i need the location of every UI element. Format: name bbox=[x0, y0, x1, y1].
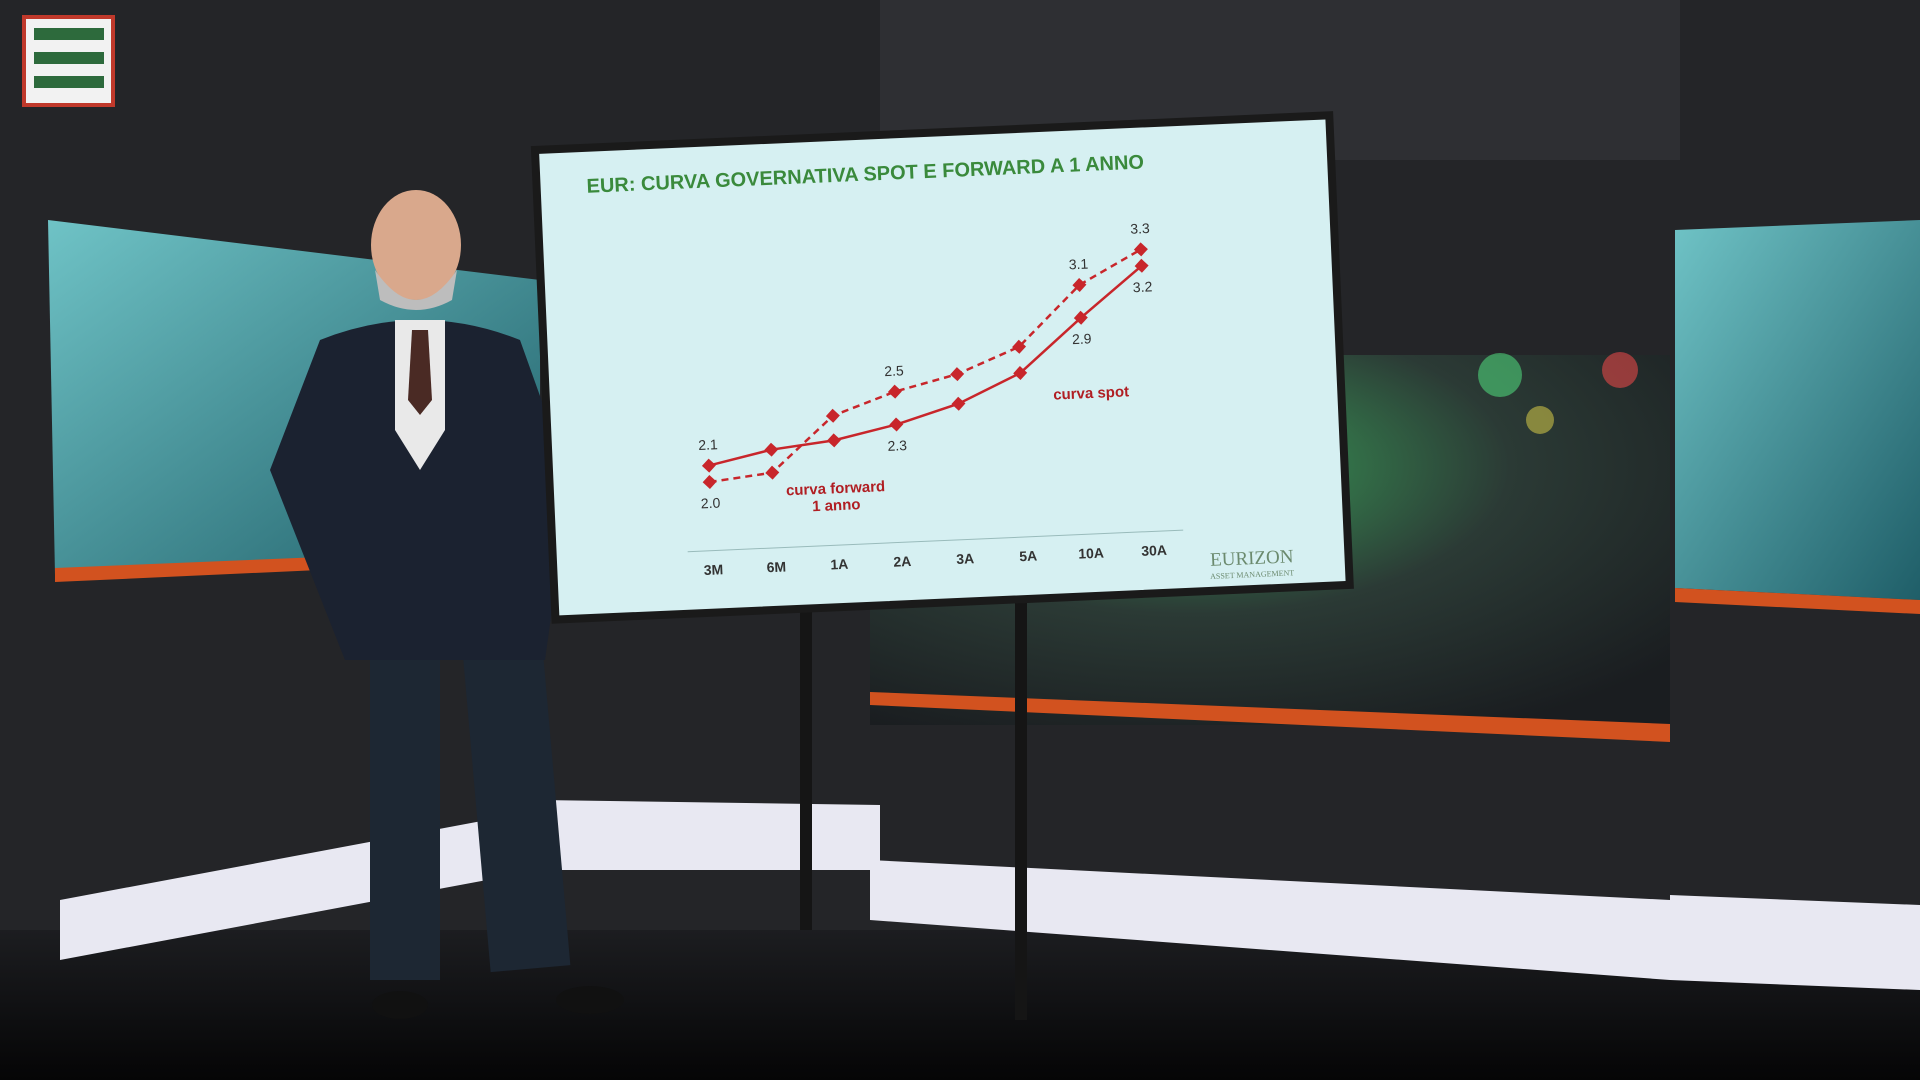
brand-name: EURIZON bbox=[1210, 546, 1294, 571]
shoe bbox=[556, 986, 624, 1014]
data-label: 2.0 bbox=[700, 495, 720, 512]
data-label: 2.1 bbox=[698, 436, 718, 453]
data-label: 2.3 bbox=[887, 437, 907, 454]
point-marker bbox=[826, 433, 841, 448]
legend-label: curva forward 1 anno bbox=[785, 477, 886, 515]
point-marker bbox=[889, 417, 904, 432]
legend-entry: curva spot bbox=[1052, 383, 1130, 404]
point-marker bbox=[702, 474, 717, 489]
point-marker bbox=[1073, 310, 1088, 325]
x-tick-label: 3M bbox=[703, 561, 723, 578]
x-tick-label: 5A bbox=[1019, 547, 1038, 564]
leg bbox=[460, 616, 571, 973]
x-tick-label: 3A bbox=[956, 550, 975, 567]
logo-stripe bbox=[34, 28, 104, 40]
x-tick-label: 1A bbox=[830, 556, 849, 573]
series-line bbox=[709, 248, 1142, 484]
x-tick-label: 6M bbox=[766, 558, 786, 575]
bokeh-light bbox=[1526, 406, 1554, 434]
display-screen: EUR: CURVA GOVERNATIVA SPOT E FORWARD A … bbox=[530, 111, 1354, 624]
point-marker bbox=[1134, 258, 1149, 273]
point-marker bbox=[701, 458, 716, 473]
point-marker bbox=[1133, 242, 1148, 257]
point-marker bbox=[1072, 277, 1087, 292]
screen-surface bbox=[530, 111, 1354, 624]
light-strip bbox=[870, 860, 1670, 980]
light-strip bbox=[540, 800, 880, 870]
point-marker bbox=[887, 384, 902, 399]
logo-stripe bbox=[34, 52, 104, 64]
tie bbox=[408, 330, 432, 415]
data-label: 3.2 bbox=[1132, 278, 1152, 295]
screen-stand bbox=[800, 600, 812, 930]
point-marker bbox=[951, 396, 966, 411]
logo-stripe bbox=[34, 76, 104, 88]
shoe bbox=[372, 991, 428, 1019]
point-marker bbox=[1012, 339, 1027, 354]
orange-strip bbox=[1675, 588, 1920, 614]
light-strip bbox=[1670, 895, 1920, 990]
point-marker bbox=[825, 408, 840, 423]
presenter bbox=[270, 190, 624, 1019]
point-marker bbox=[765, 465, 780, 480]
series-line bbox=[708, 264, 1143, 467]
screen-stand bbox=[1015, 600, 1027, 1020]
data-label: 3.1 bbox=[1068, 256, 1088, 273]
x-axis bbox=[687, 529, 1184, 553]
legend-entry: curva forward 1 anno bbox=[785, 477, 886, 515]
legend-label: curva spot bbox=[1052, 383, 1130, 404]
point-marker bbox=[1013, 366, 1028, 381]
bokeh-light bbox=[1478, 353, 1522, 397]
head bbox=[371, 190, 461, 300]
orange-strip bbox=[870, 692, 1670, 742]
x-tick-label: 30A bbox=[1141, 542, 1167, 559]
x-tick-label: 2A bbox=[893, 553, 912, 570]
data-label: 2.5 bbox=[884, 362, 904, 379]
point-marker bbox=[764, 442, 779, 457]
point-marker bbox=[950, 367, 965, 382]
bokeh-light bbox=[1602, 352, 1638, 388]
jacket bbox=[270, 320, 570, 660]
leg bbox=[370, 620, 440, 980]
brand-tagline: ASSET MANAGEMENT bbox=[1210, 568, 1295, 581]
right-video-wall bbox=[1675, 220, 1920, 600]
data-label: 3.3 bbox=[1130, 220, 1150, 237]
beard bbox=[375, 270, 457, 310]
data-label: 2.9 bbox=[1072, 330, 1092, 347]
x-tick-label: 10A bbox=[1078, 545, 1104, 562]
channel-logo bbox=[22, 15, 115, 107]
